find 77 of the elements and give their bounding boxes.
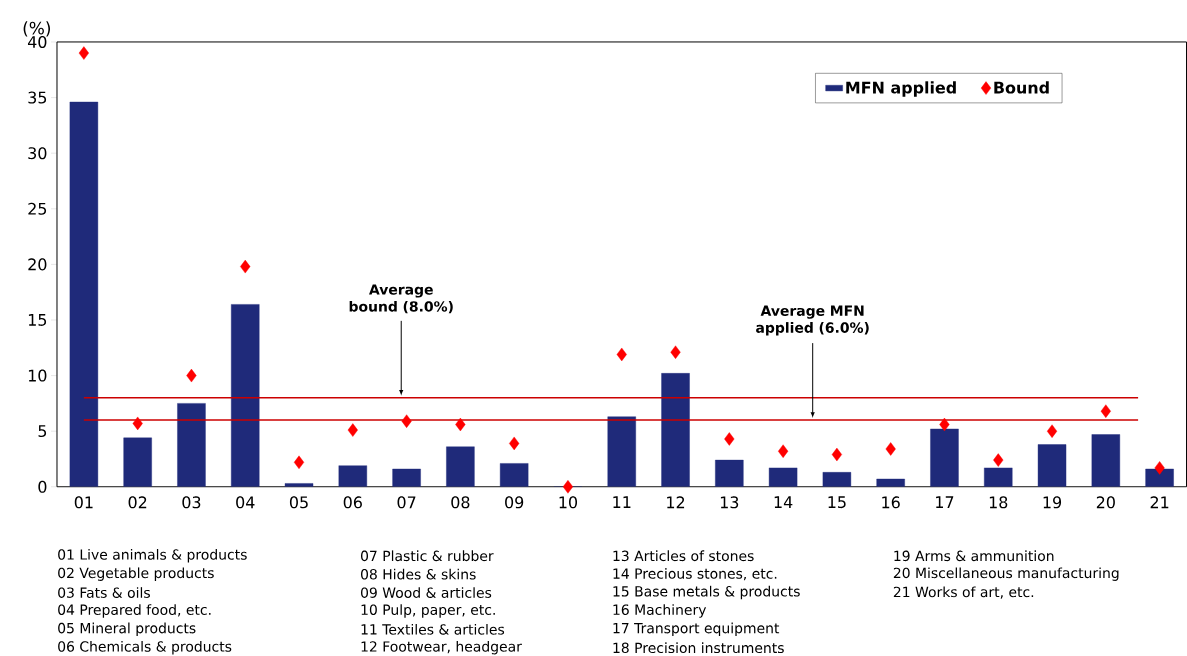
y-tick-label: 40 [27, 36, 47, 49]
text: 16 Machinery [613, 604, 707, 618]
x-tick-label: 12 [667, 496, 685, 509]
x-tick-label: 10 [559, 496, 578, 509]
text: 08 Hides & skins [360, 568, 476, 580]
text: 13 Articles of stones [613, 550, 754, 562]
y-tick-label: 0 [38, 480, 47, 493]
x-tick-label: 18 [989, 496, 1008, 509]
x-tick-label: 19 [1043, 496, 1062, 509]
x-tick-label: 14 [774, 496, 793, 509]
y-axis-title: (%) [23, 21, 51, 37]
point [186, 369, 197, 383]
text: 19 Arms & ammunition [894, 550, 1054, 562]
point [1100, 404, 1111, 419]
point [885, 442, 896, 456]
x-tick-label: 17 [936, 496, 954, 509]
y-tick-label: 10 [28, 369, 47, 382]
x-tick-label: 09 [505, 496, 524, 509]
text: 14 Precious stones, etc. [613, 568, 777, 581]
text: 07 Plastic & rubber [360, 550, 494, 562]
text: 09 Wood & articles [360, 587, 492, 599]
text: 20 Miscellaneous manufacturing [893, 567, 1119, 582]
text: 15 Base metals & products [613, 585, 800, 600]
point [724, 432, 735, 446]
ref-line-label: Average MFN applied (6.0%) [756, 305, 869, 336]
x-tick-label: 15 [828, 496, 846, 509]
x-tick-label: 06 [343, 496, 362, 509]
text: 03 Fats & oils [58, 587, 150, 599]
text: 12 Footwear, headgear [361, 641, 522, 655]
point [831, 447, 842, 462]
text: 10 Pulp, paper, etc. [361, 604, 495, 618]
text: 21 Works of art, etc. [893, 586, 1034, 599]
x-tick-label: 16 [882, 496, 900, 509]
point [78, 46, 89, 60]
point [778, 444, 789, 459]
point [293, 455, 305, 470]
text: 06 Chemicals & products [58, 641, 232, 655]
y-tick-label: 15 [28, 314, 47, 327]
x-tick-label: 21 [1150, 496, 1169, 509]
ref-line-label: Average bound (8.0%) [349, 284, 453, 314]
x-tick-label: 13 [720, 496, 739, 509]
x-tick-label: 02 [128, 496, 147, 509]
point [562, 480, 574, 494]
legend-label: MFN applied [846, 81, 956, 97]
point [132, 416, 143, 431]
x-tick-label: 11 [613, 496, 631, 509]
point [1154, 461, 1165, 475]
x-tick-label: 08 [451, 496, 470, 509]
legend-label: Bound [994, 81, 1049, 94]
x-tick-label: 04 [236, 496, 255, 509]
y-tick-label: 35 [28, 91, 47, 104]
text: 18 Precision instruments [613, 642, 784, 654]
text: 01 Live animals & products [58, 549, 247, 563]
y-tick-label: 5 [38, 425, 47, 438]
x-tick-label: 07 [397, 496, 416, 509]
text: 04 Prepared food, etc. [58, 604, 211, 618]
y-tick-label: 20 [28, 258, 47, 271]
text: 05 Mineral products [58, 622, 196, 637]
text: 11 Textiles & articles [361, 624, 505, 635]
point [509, 436, 520, 451]
point [240, 260, 251, 274]
y-tick-label: 30 [28, 147, 47, 160]
point [401, 414, 412, 429]
text: 17 Transport equipment [613, 622, 780, 637]
y-tick-label: 25 [28, 202, 47, 215]
point [347, 423, 358, 437]
point [1046, 424, 1058, 439]
point [939, 417, 950, 432]
x-tick-label: 05 [289, 496, 308, 509]
point [993, 453, 1004, 467]
text: 02 Vegetable products [58, 567, 214, 582]
point [455, 417, 466, 432]
point [616, 347, 627, 362]
x-tick-label: 01 [74, 496, 93, 509]
point [670, 345, 681, 360]
x-tick-label: 03 [182, 496, 201, 509]
x-tick-label: 20 [1096, 496, 1115, 509]
